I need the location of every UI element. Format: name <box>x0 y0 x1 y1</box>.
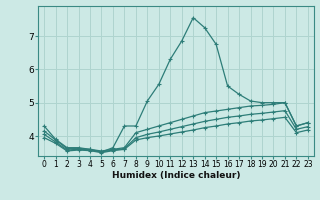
X-axis label: Humidex (Indice chaleur): Humidex (Indice chaleur) <box>112 171 240 180</box>
